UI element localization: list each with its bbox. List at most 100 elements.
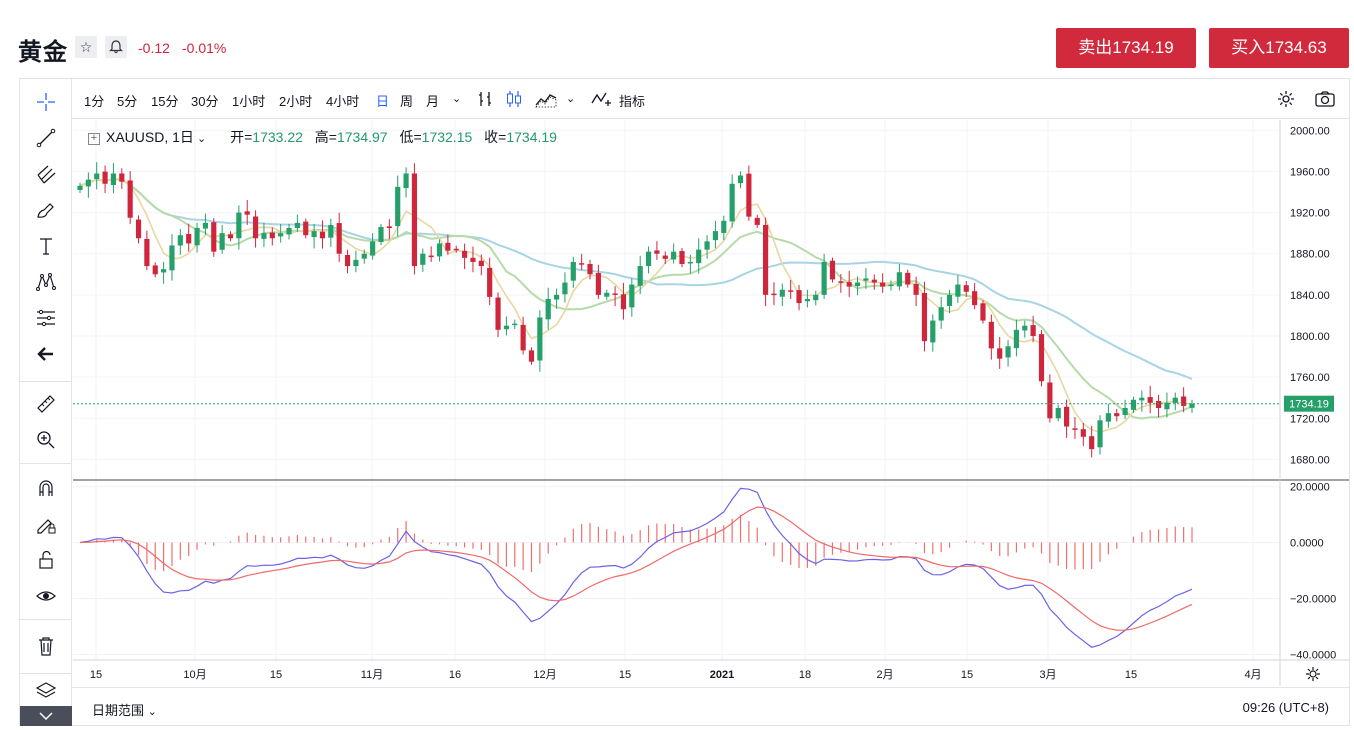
candle-body [963, 285, 969, 292]
price-tick-label: 1720.00 [1290, 413, 1330, 425]
candle-body [838, 281, 844, 283]
price-tick-label: 2000.00 [1290, 125, 1330, 137]
candle-body [679, 251, 685, 264]
time-tick-label: 2021 [710, 669, 734, 681]
interval-15m[interactable]: 15分 [151, 94, 179, 109]
interval-2h[interactable]: 2小时 [279, 94, 313, 109]
symbol-chevron-icon[interactable]: ⌄ [193, 133, 207, 145]
interval-more-chevron-icon[interactable]: ⌄ [452, 93, 462, 105]
interval-day[interactable]: 日 [376, 94, 390, 109]
text-tool[interactable] [20, 229, 72, 263]
chart-frame [19, 78, 1350, 726]
brush-icon [37, 203, 54, 218]
price-tick-label: 1800.00 [1290, 331, 1330, 343]
back-tool[interactable] [20, 337, 72, 371]
candle-style-icon[interactable] [504, 89, 524, 109]
drawing-toolbar [20, 79, 72, 726]
candle-body [186, 233, 192, 244]
candle-body [604, 292, 610, 297]
candle-body [1022, 325, 1028, 331]
candle-body [1055, 408, 1061, 419]
interval-month[interactable]: 月 [426, 94, 440, 109]
indicators-icon[interactable] [590, 89, 612, 109]
candles [77, 162, 1195, 458]
add-symbol-icon[interactable]: + [88, 133, 100, 145]
star-icon[interactable]: ☆ [75, 36, 97, 58]
candle-body [462, 250, 468, 258]
candle-body [788, 290, 794, 292]
time-tick-label: 16 [449, 669, 461, 681]
time-tick-label: 15 [619, 669, 631, 681]
interval-1m[interactable]: 1分 [84, 94, 105, 109]
candle-body [1189, 403, 1195, 408]
indicators-label[interactable]: 指标 [619, 94, 646, 109]
candle-body [1072, 428, 1078, 430]
ruler-tool[interactable] [20, 387, 72, 421]
indicator-tick-label: −20.0000 [1290, 593, 1336, 605]
candle-body [595, 273, 601, 295]
candle-body [428, 255, 434, 258]
zoom-tool[interactable] [20, 423, 72, 457]
visibility-tool[interactable] [20, 579, 72, 613]
brush-tool[interactable] [20, 193, 72, 227]
area-style-icon[interactable] [534, 89, 558, 109]
candle-body [1181, 396, 1187, 406]
low-label: 低= [399, 129, 422, 145]
candle-body [152, 265, 158, 275]
symbol-name[interactable]: XAUUSD, 1日 [106, 129, 194, 145]
candle-body [119, 173, 125, 182]
candle-body [1005, 346, 1011, 358]
magnet-tool[interactable] [20, 471, 72, 505]
interval-week[interactable]: 周 [400, 94, 414, 109]
camera-icon[interactable] [1314, 89, 1336, 109]
axis-settings-gear-icon[interactable] [1306, 667, 1320, 681]
collapse-toolbar-button[interactable] [20, 706, 72, 726]
gear-icon[interactable] [1276, 89, 1296, 109]
bell-icon[interactable] [105, 36, 127, 58]
measure-tool[interactable] [20, 301, 72, 335]
delete-tool[interactable] [20, 629, 72, 663]
candle-body [712, 231, 719, 241]
interval-5m[interactable]: 5分 [117, 94, 138, 109]
layers-tool[interactable] [20, 676, 72, 706]
crosshair-tool[interactable] [20, 85, 72, 119]
ma-mid-line [79, 178, 1193, 420]
chart-style-chevron-icon[interactable]: ⌄ [566, 93, 576, 105]
trend-line-tool[interactable] [20, 121, 72, 155]
toolbar-divider [20, 619, 72, 620]
candle-body [386, 226, 392, 228]
pattern-tool[interactable] [20, 265, 72, 299]
fib-tool[interactable] [20, 157, 72, 191]
bar-style-icon[interactable] [476, 89, 496, 109]
price-tick-label: 1960.00 [1290, 166, 1330, 178]
candle-body [645, 251, 652, 267]
candle-body [495, 297, 501, 330]
candle-body [135, 219, 142, 239]
candle-body [1080, 429, 1086, 437]
timezone-clock[interactable]: 09:26 (UTC+8) [1242, 700, 1329, 715]
candle-body [177, 235, 183, 246]
interval-30m[interactable]: 30分 [191, 94, 219, 109]
candle-body [763, 224, 769, 295]
candle-body [445, 242, 451, 251]
time-tick-label: 15 [1125, 669, 1137, 681]
candle-body [1089, 436, 1095, 450]
interval-1h[interactable]: 1小时 [232, 94, 266, 109]
interval-4h[interactable]: 4小时 [326, 94, 360, 109]
buy-button[interactable]: 买入1734.63 [1209, 28, 1349, 68]
toolbar-divider [20, 381, 72, 382]
candle-body [1038, 334, 1045, 382]
indicator-tick-label: 20.0000 [1290, 482, 1330, 494]
candle-body [737, 175, 744, 184]
sell-button[interactable]: 卖出1734.19 [1056, 28, 1196, 68]
candle-body [871, 279, 877, 283]
unlock-tool[interactable] [20, 543, 72, 577]
date-range-button[interactable]: 日期范围 ⌄ [92, 700, 157, 719]
price-tick-label: 1680.00 [1290, 454, 1330, 466]
lock-drawing-tool[interactable] [20, 507, 72, 541]
low-value: 1732.15 [421, 129, 473, 145]
toolbar-divider [20, 673, 72, 674]
candle-body [704, 241, 710, 250]
date-range-label: 日期范围 [92, 703, 145, 718]
